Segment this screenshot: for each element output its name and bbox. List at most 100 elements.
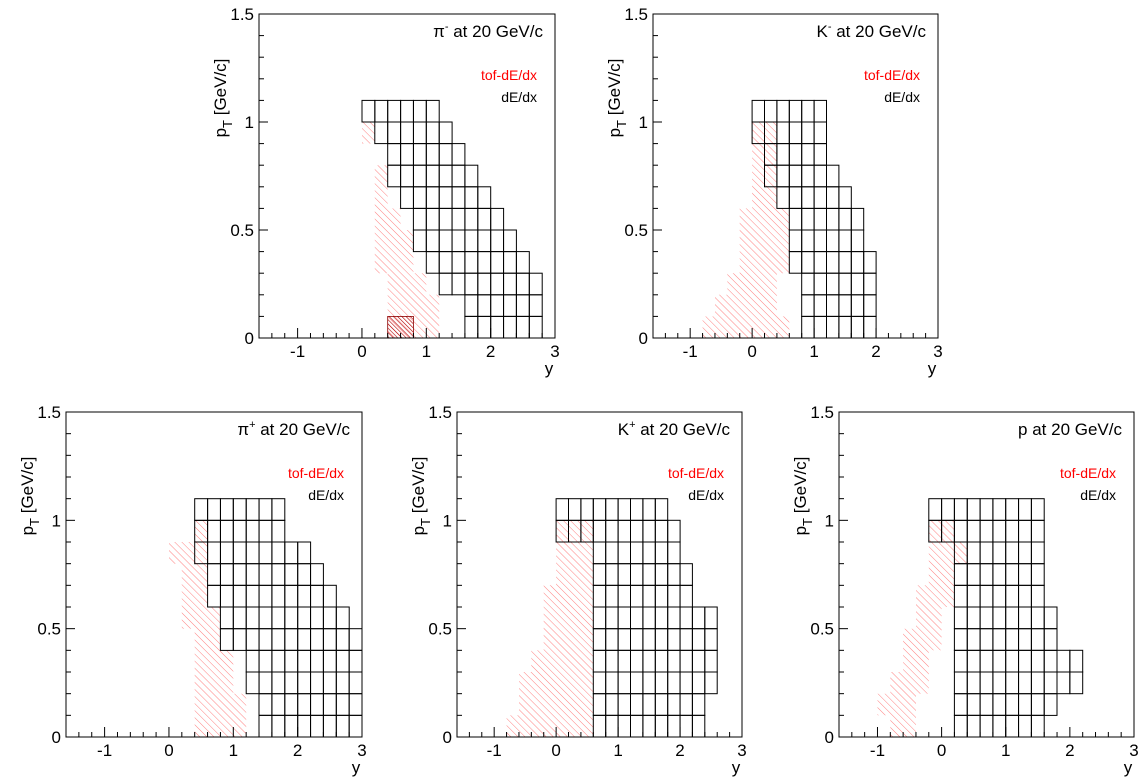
dedx-bin [928, 498, 943, 521]
dedx-bin [605, 671, 619, 695]
dedx-bin [555, 498, 569, 521]
dedx-bin [979, 671, 994, 695]
x-axis: -1 0 1 2 3 [65, 727, 367, 760]
x-axis: -1 0 1 2 3 [652, 328, 943, 361]
dedx-bin [654, 693, 669, 716]
dedx-bin [654, 519, 669, 543]
dedx-bin [438, 229, 453, 253]
dedx-bin [1030, 606, 1045, 630]
dedx-bin [245, 519, 260, 543]
dedx-bin [838, 229, 852, 253]
dedx-bin [580, 498, 594, 521]
dedx-bin [605, 541, 619, 565]
dedx-bin [776, 143, 790, 166]
dedx-bin [667, 563, 681, 586]
x-tick-label: 2 [871, 342, 880, 361]
dedx-bin [605, 714, 619, 738]
dedx-bin [592, 563, 607, 586]
dedx-bin [232, 606, 247, 630]
dedx-bin [838, 294, 852, 317]
dedx-bin [654, 584, 669, 608]
dedx-bin [992, 693, 1007, 716]
dedx-bin [310, 628, 324, 651]
dedx-bin [387, 121, 402, 145]
dedx-bin [592, 519, 607, 543]
dedx-bin [1030, 671, 1045, 695]
dedx-bin [1005, 519, 1020, 543]
y-tick-label: 1 [443, 511, 452, 530]
dedx-bin [348, 671, 363, 695]
dedx-bin [992, 606, 1007, 630]
dedx-bin [801, 164, 815, 188]
dedx-bin [691, 671, 706, 695]
dedx-bin [219, 584, 234, 608]
dedx-bin [788, 229, 803, 253]
dedx-bin [1030, 714, 1045, 738]
dedx-bin [592, 693, 607, 716]
dedx-bin [322, 628, 337, 651]
dedx-bin [477, 186, 492, 209]
dedx-bin [271, 649, 286, 673]
dedx-bin [451, 207, 466, 231]
dedx-bin [605, 649, 619, 673]
dedx-bin [592, 541, 607, 565]
y-tick-label: 0.5 [37, 620, 61, 639]
dedx-bin [992, 671, 1007, 695]
dedx-bin [271, 584, 286, 608]
dedx-bin [1005, 584, 1020, 608]
dedx-bin [297, 671, 312, 695]
dedx-bin [1030, 563, 1045, 586]
x-tick-label: 0 [164, 741, 173, 760]
dedx-bin [630, 714, 644, 738]
y-axis-label-p: p [605, 128, 624, 137]
dedx-bin [953, 563, 968, 586]
dedx-bin [813, 315, 827, 339]
dedx-bin [412, 99, 427, 123]
dedx-bin [966, 628, 981, 651]
x-tick-label: 1 [422, 342, 431, 361]
dedx-bin [528, 294, 543, 317]
dedx-bin [245, 498, 260, 521]
x-axis-label: y [732, 758, 741, 777]
plot-frame [65, 411, 363, 738]
dedx-bin [630, 498, 644, 521]
dedx-bin [1018, 541, 1032, 565]
dedx-bin [258, 628, 273, 651]
dedx-bin [654, 563, 669, 586]
dedx-bin [400, 121, 415, 145]
dedx-bin [425, 164, 440, 188]
y-tick-label: 0 [825, 728, 834, 747]
dedx-bin [966, 649, 981, 673]
dedx-bin [642, 541, 656, 565]
dedx-bin [400, 99, 415, 123]
y-axis-label: pT [GeV/c] [18, 457, 42, 536]
dedx-bin [322, 693, 337, 716]
dedx-bin [992, 519, 1007, 543]
dedx-bin [232, 628, 247, 651]
x-axis: -1 0 1 2 3 [838, 727, 1139, 760]
dedx-bin [425, 99, 440, 123]
dedx-bin [271, 628, 286, 651]
dedx-bin [801, 207, 815, 231]
y-tick-label: 1.5 [624, 5, 648, 24]
dedx-bin [194, 498, 209, 521]
dedx-bin [528, 272, 543, 296]
dedx-bin [387, 164, 402, 188]
dedx-bin [801, 251, 815, 274]
dedx-bin [605, 563, 619, 586]
dedx-bin [801, 99, 815, 123]
dedx-bin [490, 315, 505, 339]
dedx-bin [617, 519, 631, 543]
legend-entry: dE/dx [501, 89, 537, 105]
dedx-bin [617, 563, 631, 586]
dedx-bin [953, 693, 968, 716]
x-tick-label: 1 [613, 741, 622, 760]
dedx-bin [219, 498, 234, 521]
dedx-bin [297, 714, 312, 738]
dedx-bin [451, 251, 466, 274]
dedx-bin [503, 315, 517, 339]
dedx-bin [667, 649, 681, 673]
dedx-bin [451, 229, 466, 253]
dedx-bin [1030, 519, 1045, 543]
